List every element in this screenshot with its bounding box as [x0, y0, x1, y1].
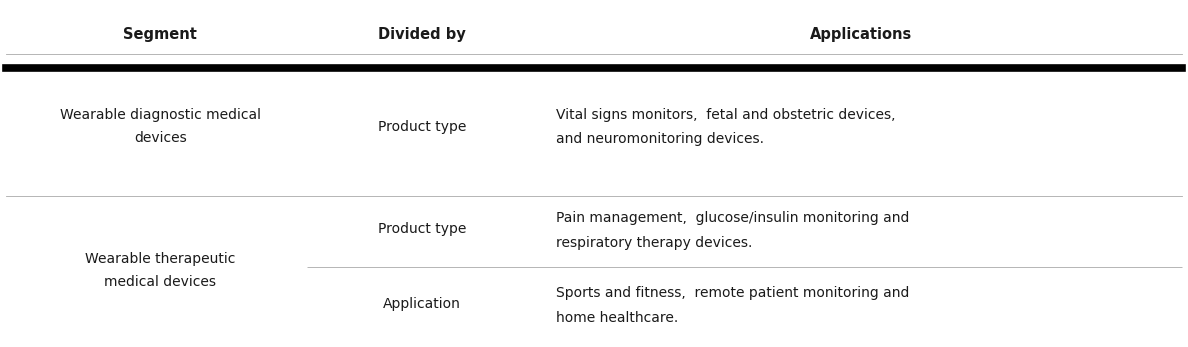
Text: Application: Application	[383, 297, 461, 311]
Text: Divided by: Divided by	[378, 27, 466, 42]
Text: Applications: Applications	[810, 27, 912, 42]
Text: Sports and fitness,  remote patient monitoring and: Sports and fitness, remote patient monit…	[556, 286, 909, 299]
Text: Vital signs monitors,  fetal and obstetric devices,: Vital signs monitors, fetal and obstetri…	[556, 108, 896, 121]
Text: Product type: Product type	[378, 120, 466, 134]
Text: Wearable diagnostic medical
devices: Wearable diagnostic medical devices	[59, 108, 261, 145]
Text: Pain management,  glucose/insulin monitoring and: Pain management, glucose/insulin monitor…	[556, 211, 909, 225]
Text: Wearable therapeutic
medical devices: Wearable therapeutic medical devices	[86, 252, 235, 289]
Text: Product type: Product type	[378, 222, 466, 236]
Text: and neuromonitoring devices.: and neuromonitoring devices.	[556, 133, 764, 146]
Text: Segment: Segment	[124, 27, 197, 42]
Text: respiratory therapy devices.: respiratory therapy devices.	[556, 236, 752, 250]
Text: home healthcare.: home healthcare.	[556, 311, 678, 324]
